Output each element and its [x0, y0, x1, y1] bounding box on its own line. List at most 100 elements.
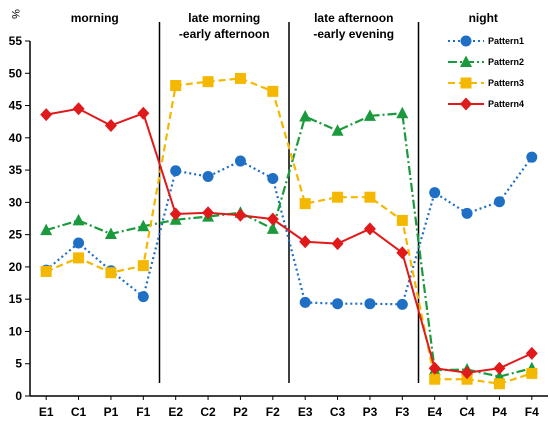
data-point	[170, 165, 182, 177]
y-tick-label: 55	[9, 34, 23, 48]
data-point	[396, 298, 408, 310]
series-line	[45, 156, 533, 306]
data-point	[331, 237, 344, 251]
data-point	[234, 155, 246, 167]
data-point	[169, 207, 182, 221]
x-tick-label: F2	[266, 405, 280, 419]
section-label: -early afternoon	[179, 27, 270, 41]
data-point	[332, 298, 344, 310]
legend-item: Pattern2	[448, 55, 524, 67]
data-point	[137, 291, 149, 303]
series-line	[46, 107, 533, 374]
data-point	[234, 208, 247, 222]
y-tick-label: 30	[9, 195, 23, 209]
x-tick-label: P1	[104, 405, 119, 419]
data-point	[267, 85, 279, 97]
series-pattern3	[40, 72, 538, 390]
data-point	[299, 110, 312, 122]
data-point	[267, 172, 279, 184]
y-tick-label: 10	[9, 324, 23, 338]
data-point	[396, 246, 409, 260]
data-point	[40, 223, 53, 236]
data-point	[72, 102, 85, 116]
legend-item: Pattern3	[448, 77, 524, 89]
data-point	[363, 222, 376, 236]
x-tick-label: E3	[298, 405, 313, 419]
data-point	[526, 367, 538, 379]
data-point	[299, 198, 311, 210]
data-point	[364, 191, 376, 203]
y-tick-label: 5	[15, 357, 22, 371]
legend-marker	[460, 97, 472, 111]
x-tick-label: F1	[136, 405, 150, 419]
x-tick-label: F3	[395, 405, 409, 419]
y-tick-label: 0	[15, 389, 22, 403]
y-tick-label: 35	[9, 163, 23, 177]
data-point	[364, 298, 376, 310]
y-tick-label: 40	[9, 131, 23, 145]
y-axis-unit-label: %	[9, 9, 21, 19]
data-point	[299, 235, 312, 249]
data-point	[428, 361, 441, 375]
y-tick-label: 15	[9, 292, 23, 306]
data-point	[299, 296, 311, 308]
legend-item: Pattern1	[448, 35, 524, 47]
data-point	[461, 207, 473, 219]
axes: 0 5 10 15 20 25 30 35 40 45 50 55% E1 C1 P1 F1 E2 C2 P2 F2 E…	[9, 9, 548, 419]
y-tick-label: 20	[9, 260, 23, 274]
data-point	[234, 72, 246, 84]
data-point	[266, 222, 279, 234]
section-label: late morning	[188, 11, 260, 25]
data-point	[202, 76, 214, 88]
data-point	[396, 106, 409, 119]
data-point	[104, 119, 117, 133]
data-point	[73, 237, 85, 249]
legend-label: Pattern2	[488, 57, 524, 67]
data-point	[73, 252, 85, 264]
data-point	[137, 260, 149, 272]
data-point	[332, 191, 344, 203]
x-tick-label: C3	[330, 405, 346, 419]
x-tick-label: C4	[459, 405, 475, 419]
data-point	[429, 373, 441, 385]
data-point	[202, 206, 215, 220]
legend-marker	[460, 77, 472, 89]
section-label: night	[469, 11, 498, 25]
data-point	[266, 212, 279, 226]
y-tick-label: 45	[9, 99, 23, 113]
data-point	[429, 187, 441, 199]
section-label: morning	[71, 11, 119, 25]
data-point	[137, 106, 150, 120]
data-point	[40, 108, 53, 122]
section-labels: morning late morning -early afternoon late …	[71, 11, 498, 383]
x-tick-label: E4	[427, 405, 442, 419]
y-tick-label: 25	[9, 228, 23, 242]
data-point	[105, 267, 117, 279]
legend-label: Pattern1	[488, 36, 524, 46]
data-point	[493, 361, 506, 375]
x-tick-label: E1	[39, 405, 54, 419]
legend: Pattern1 Pattern2 Pattern3 Pattern4	[448, 35, 524, 111]
data-point	[202, 171, 214, 183]
data-point	[525, 346, 538, 360]
legend-item: Pattern4	[448, 97, 524, 111]
y-tick-label: 50	[9, 66, 23, 80]
x-tick-label: P2	[233, 405, 248, 419]
series-line	[45, 77, 533, 385]
x-tick-label: P3	[363, 405, 378, 419]
data-point	[363, 109, 376, 121]
section-label: late afternoon	[314, 11, 393, 25]
data-point	[461, 366, 474, 380]
legend-label: Pattern3	[488, 78, 524, 88]
data-point	[331, 124, 344, 136]
x-tick-label: C1	[71, 405, 87, 419]
legend-label: Pattern4	[488, 99, 524, 109]
legend-marker	[460, 35, 472, 47]
data-point	[137, 219, 150, 232]
x-tick-label: C2	[200, 405, 216, 419]
data-point	[493, 378, 505, 390]
data-point	[104, 227, 117, 239]
data-point	[72, 213, 85, 226]
section-label: -early evening	[313, 27, 394, 41]
